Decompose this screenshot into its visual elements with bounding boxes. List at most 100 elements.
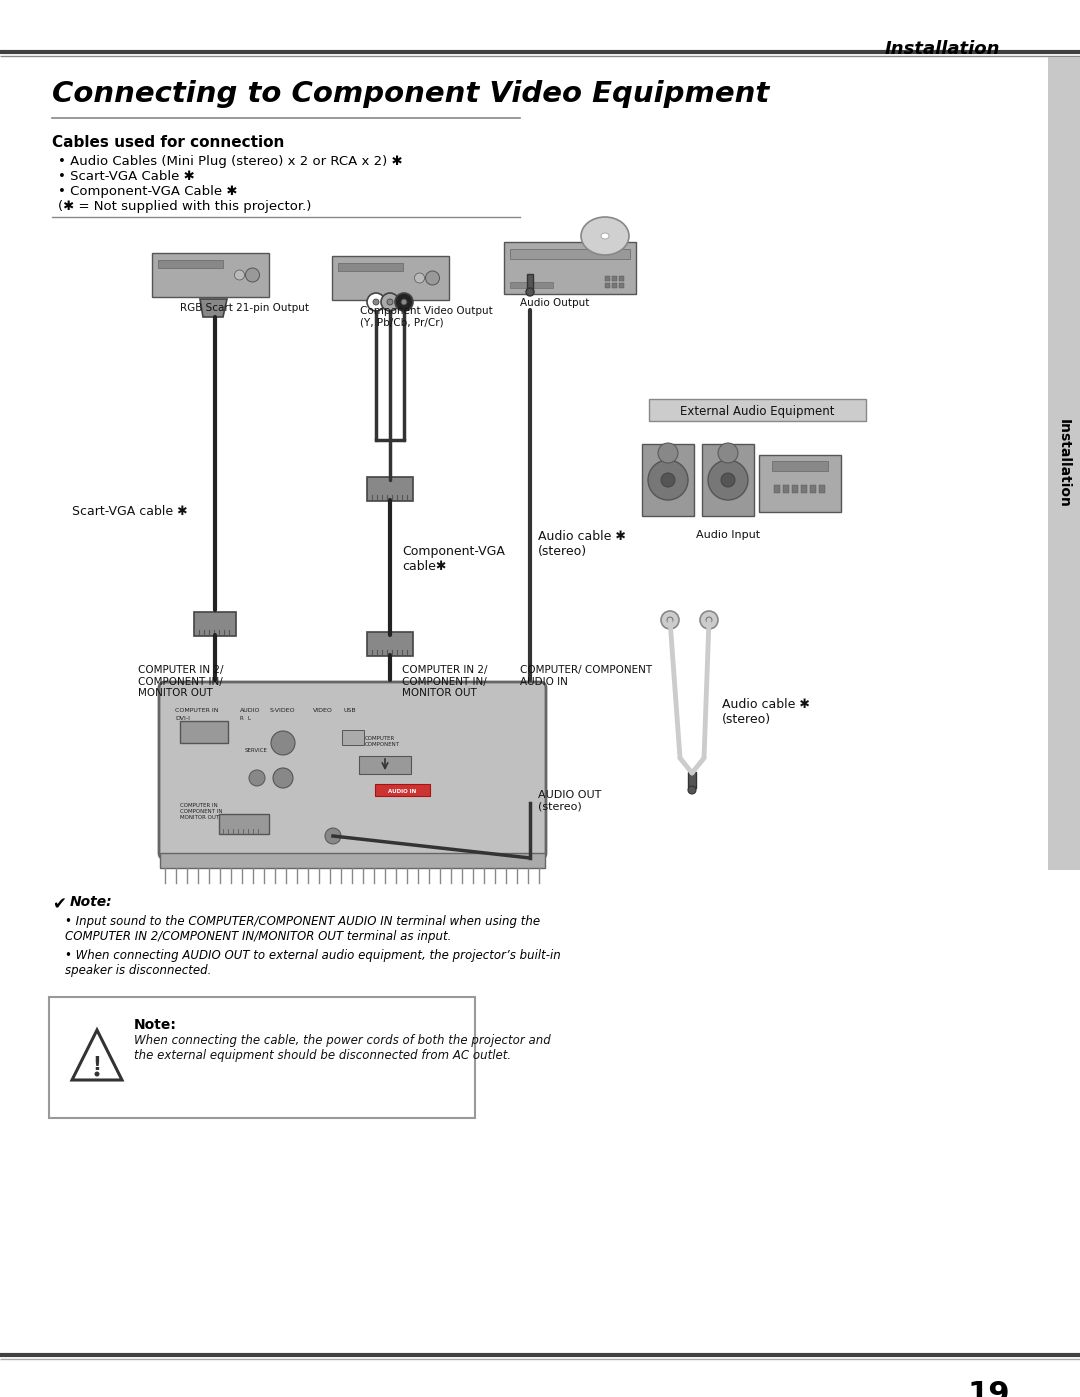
Bar	[375, 784, 430, 796]
Text: USB: USB	[343, 708, 355, 712]
Circle shape	[526, 288, 534, 296]
Text: !: !	[93, 1055, 102, 1074]
FancyBboxPatch shape	[332, 256, 448, 300]
Circle shape	[706, 617, 712, 623]
Circle shape	[661, 474, 675, 488]
Text: External Audio Equipment: External Audio Equipment	[680, 405, 835, 418]
Circle shape	[273, 768, 293, 788]
Bar	[772, 461, 828, 471]
Text: Component-VGA
cable✱: Component-VGA cable✱	[402, 545, 504, 573]
Text: COMPUTER IN: COMPUTER IN	[175, 708, 218, 712]
Circle shape	[661, 610, 679, 629]
Text: Note:: Note:	[134, 1018, 177, 1032]
Bar	[619, 277, 624, 281]
Bar	[1048, 57, 1080, 870]
Text: COMPUTER
COMPONENT: COMPUTER COMPONENT	[365, 736, 400, 747]
Circle shape	[249, 770, 265, 787]
Bar	[510, 249, 630, 258]
Text: ✔: ✔	[52, 895, 66, 914]
Circle shape	[415, 272, 424, 284]
Bar	[527, 274, 534, 292]
Circle shape	[325, 828, 341, 844]
Text: SERVICE: SERVICE	[245, 747, 268, 753]
Text: S-VIDEO: S-VIDEO	[270, 708, 296, 712]
Circle shape	[395, 293, 413, 312]
Bar	[510, 282, 553, 288]
Circle shape	[401, 299, 407, 305]
Text: RGB Scart 21-pin Output: RGB Scart 21-pin Output	[180, 303, 309, 313]
Bar	[612, 277, 617, 281]
FancyBboxPatch shape	[49, 997, 475, 1118]
FancyBboxPatch shape	[219, 814, 269, 834]
Text: • Input sound to the COMPUTER/COMPONENT AUDIO IN terminal when using the
COMPUTE: • Input sound to the COMPUTER/COMPONENT …	[65, 915, 540, 943]
Text: Audio cable ✱
(stereo): Audio cable ✱ (stereo)	[538, 529, 626, 557]
Text: COMPUTER/ COMPONENT
AUDIO IN: COMPUTER/ COMPONENT AUDIO IN	[519, 665, 652, 686]
Bar	[774, 485, 780, 493]
Text: AUDIO: AUDIO	[240, 708, 260, 712]
Circle shape	[718, 443, 738, 462]
Text: Connecting to Component Video Equipment: Connecting to Component Video Equipment	[52, 80, 769, 108]
Polygon shape	[72, 1030, 122, 1080]
Circle shape	[381, 293, 399, 312]
Circle shape	[648, 460, 688, 500]
Circle shape	[373, 299, 379, 305]
FancyBboxPatch shape	[642, 444, 694, 515]
Text: R: R	[239, 717, 243, 721]
Bar	[612, 284, 617, 288]
FancyBboxPatch shape	[151, 253, 269, 298]
Text: Audio Input: Audio Input	[696, 529, 760, 541]
Text: COMPUTER IN 2/
COMPONENT IN/
MONITOR OUT: COMPUTER IN 2/ COMPONENT IN/ MONITOR OUT	[138, 665, 224, 698]
Text: Scart-VGA cable ✱: Scart-VGA cable ✱	[72, 504, 188, 518]
Polygon shape	[200, 299, 227, 317]
Circle shape	[700, 610, 718, 629]
Circle shape	[658, 443, 678, 462]
Bar	[605, 277, 610, 281]
Ellipse shape	[581, 217, 629, 256]
Text: Component Video Output
(Y, Pb/Cb, Pr/Cr): Component Video Output (Y, Pb/Cb, Pr/Cr)	[360, 306, 492, 328]
Bar	[783, 485, 789, 493]
Text: COMPUTER IN
COMPONENT IN
MONITOR OUT: COMPUTER IN COMPONENT IN MONITOR OUT	[180, 803, 222, 820]
Bar	[605, 284, 610, 288]
Text: 19: 19	[968, 1380, 1010, 1397]
Text: AUDIO OUT
(stereo): AUDIO OUT (stereo)	[538, 789, 602, 812]
FancyBboxPatch shape	[702, 444, 754, 515]
Text: Note:: Note:	[70, 895, 112, 909]
FancyBboxPatch shape	[367, 631, 413, 657]
FancyBboxPatch shape	[759, 454, 841, 511]
Bar	[688, 773, 696, 788]
Bar	[158, 260, 222, 268]
Text: (✱ = Not supplied with this projector.): (✱ = Not supplied with this projector.)	[58, 200, 311, 212]
FancyBboxPatch shape	[159, 682, 546, 859]
Bar	[619, 284, 624, 288]
Text: • Audio Cables (Mini Plug (stereo) x 2 or RCA x 2) ✱: • Audio Cables (Mini Plug (stereo) x 2 o…	[58, 155, 403, 168]
Bar	[337, 263, 403, 271]
Text: Audio Output: Audio Output	[519, 298, 590, 307]
Circle shape	[387, 299, 393, 305]
Bar	[819, 485, 825, 493]
Text: AUDIO IN: AUDIO IN	[388, 789, 416, 793]
Bar	[810, 485, 816, 493]
Circle shape	[271, 731, 295, 754]
Text: DVI-I: DVI-I	[175, 717, 190, 721]
Bar	[342, 731, 364, 745]
Circle shape	[95, 1071, 99, 1077]
FancyBboxPatch shape	[504, 242, 636, 293]
Text: Installation: Installation	[885, 41, 1000, 59]
FancyBboxPatch shape	[359, 756, 411, 774]
Text: VIDEO: VIDEO	[313, 708, 333, 712]
Ellipse shape	[600, 233, 609, 239]
Text: • Component-VGA Cable ✱: • Component-VGA Cable ✱	[58, 184, 238, 198]
Circle shape	[721, 474, 735, 488]
Text: • When connecting AUDIO OUT to external audio equipment, the projector’s built-i: • When connecting AUDIO OUT to external …	[65, 949, 561, 977]
Circle shape	[688, 787, 696, 793]
Circle shape	[245, 268, 259, 282]
Bar	[801, 485, 807, 493]
Bar	[160, 854, 545, 868]
FancyBboxPatch shape	[649, 400, 866, 420]
FancyBboxPatch shape	[367, 476, 413, 502]
Text: Installation: Installation	[1057, 419, 1071, 509]
Circle shape	[367, 293, 384, 312]
Bar	[792, 485, 798, 493]
Circle shape	[708, 460, 748, 500]
Text: COMPUTER IN 2/
COMPONENT IN/
MONITOR OUT: COMPUTER IN 2/ COMPONENT IN/ MONITOR OUT	[402, 665, 487, 698]
